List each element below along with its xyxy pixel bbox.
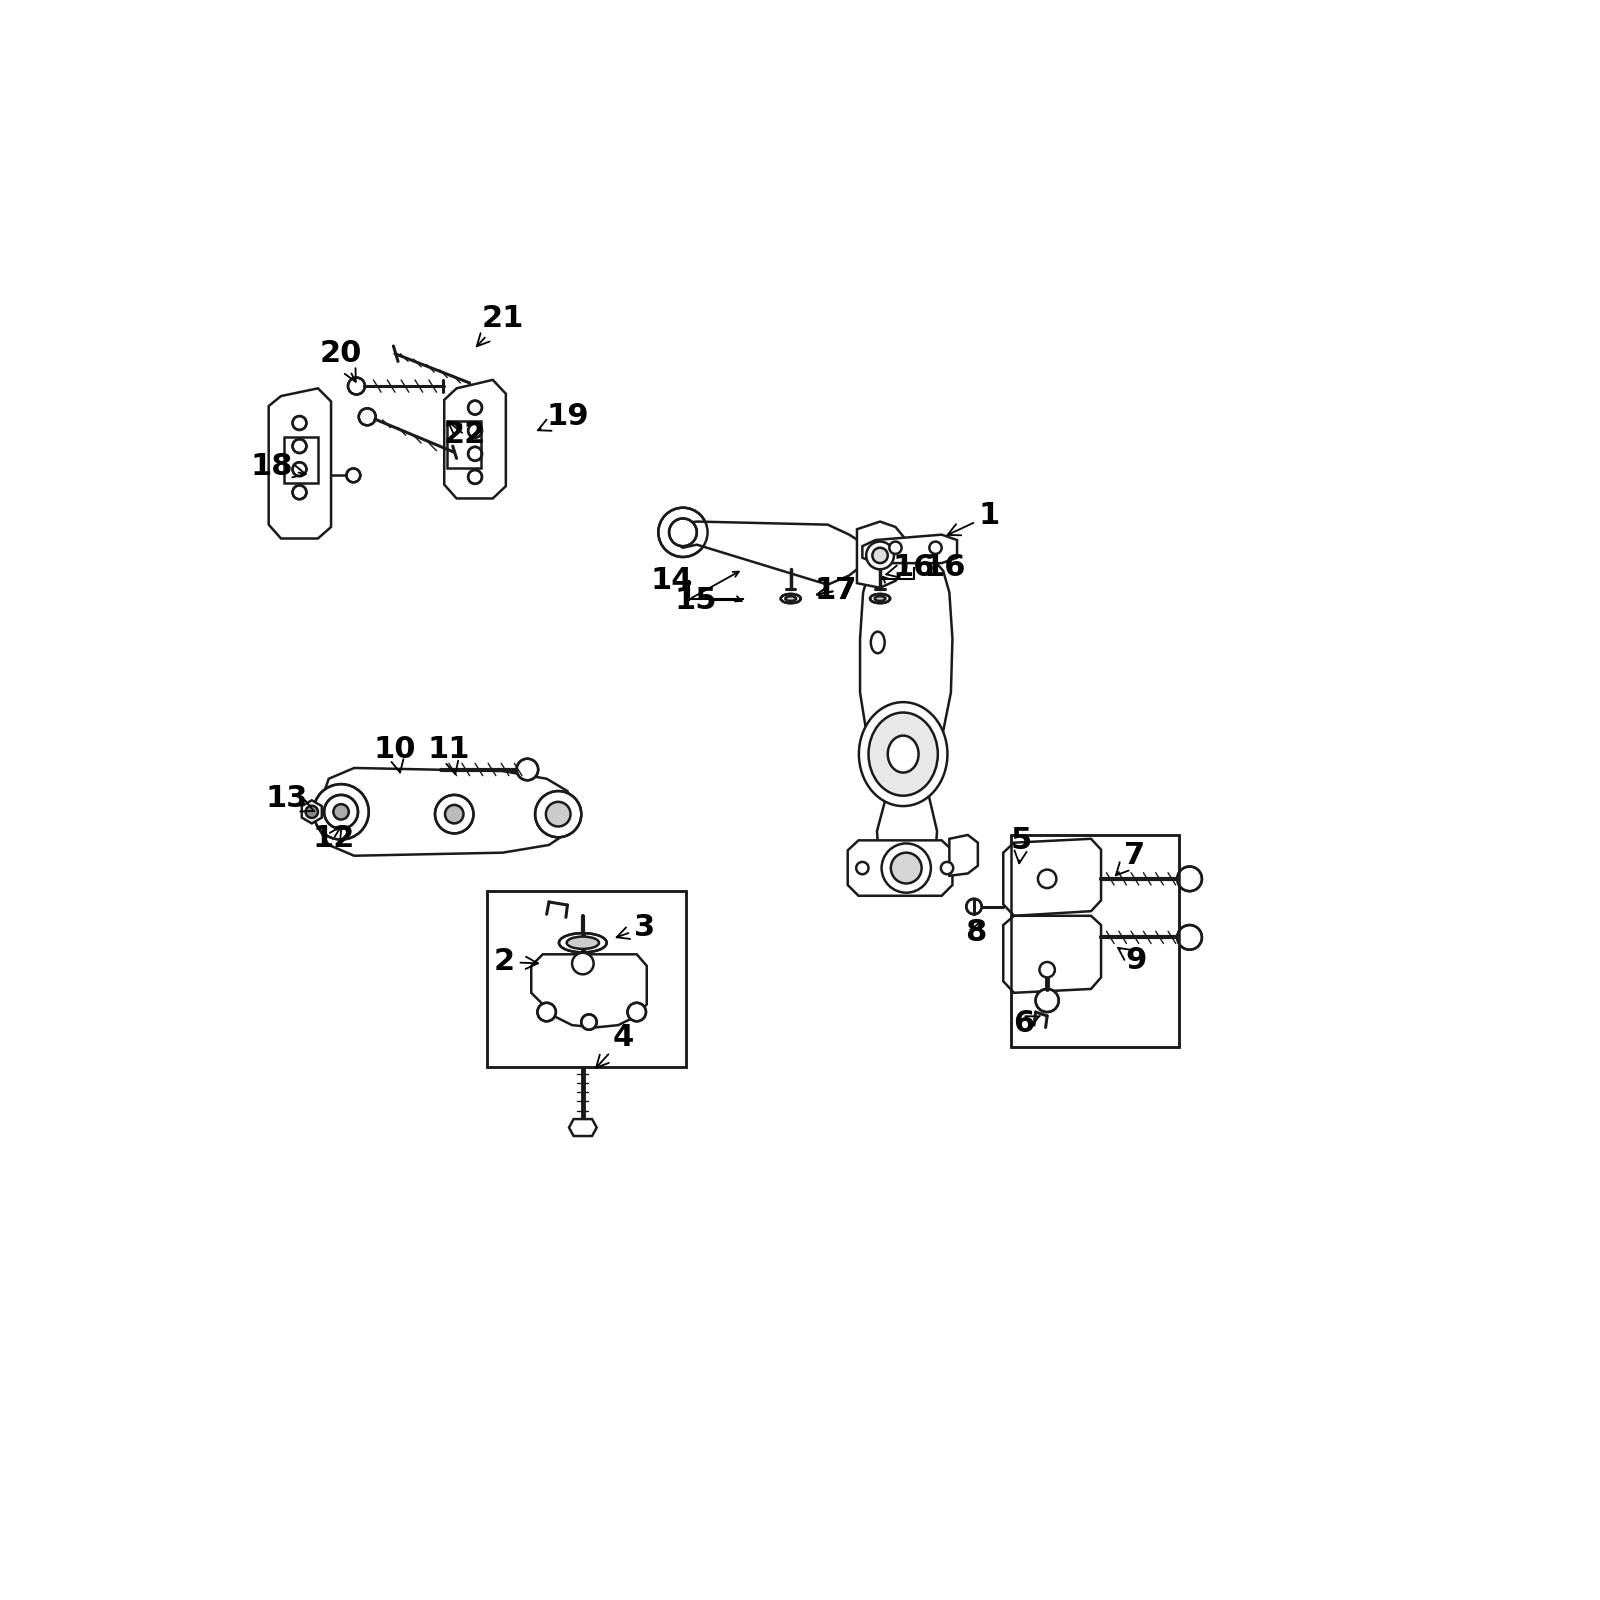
Circle shape <box>941 862 954 874</box>
Polygon shape <box>531 954 646 1027</box>
Circle shape <box>306 806 318 818</box>
Polygon shape <box>570 1118 597 1136</box>
Polygon shape <box>861 560 952 870</box>
Circle shape <box>469 400 482 414</box>
Text: 1: 1 <box>947 501 1000 536</box>
Ellipse shape <box>875 597 885 602</box>
Polygon shape <box>318 768 574 856</box>
Text: 22: 22 <box>443 421 485 450</box>
Text: 5: 5 <box>1011 826 1032 864</box>
Text: 21: 21 <box>477 304 523 346</box>
Circle shape <box>890 541 902 554</box>
Circle shape <box>891 853 922 883</box>
Ellipse shape <box>888 736 918 773</box>
Circle shape <box>1040 962 1054 978</box>
Circle shape <box>930 541 942 554</box>
Ellipse shape <box>870 632 885 653</box>
Text: 3: 3 <box>616 914 654 942</box>
Circle shape <box>1035 989 1059 1013</box>
Ellipse shape <box>558 933 606 952</box>
Circle shape <box>856 862 869 874</box>
Circle shape <box>1178 867 1202 891</box>
Text: 11: 11 <box>427 734 470 774</box>
Text: 20: 20 <box>320 339 362 382</box>
Circle shape <box>866 541 894 570</box>
Text: 8: 8 <box>965 918 986 947</box>
Circle shape <box>435 795 474 834</box>
Ellipse shape <box>859 702 947 806</box>
Circle shape <box>669 518 698 546</box>
Polygon shape <box>1003 915 1101 992</box>
Text: 16: 16 <box>886 554 934 582</box>
Polygon shape <box>269 389 331 539</box>
Text: 7: 7 <box>1115 842 1144 875</box>
Circle shape <box>581 1014 597 1030</box>
Ellipse shape <box>786 597 797 602</box>
Ellipse shape <box>870 594 890 603</box>
Polygon shape <box>848 840 952 896</box>
Circle shape <box>546 802 571 827</box>
Text: 19: 19 <box>538 402 589 432</box>
Circle shape <box>293 485 307 499</box>
Text: 15: 15 <box>674 586 717 614</box>
Text: 14: 14 <box>651 566 693 595</box>
Polygon shape <box>949 835 978 875</box>
Circle shape <box>469 470 482 483</box>
Bar <box>488 891 686 1067</box>
Circle shape <box>333 805 349 819</box>
Polygon shape <box>445 379 506 499</box>
Ellipse shape <box>781 594 800 603</box>
Text: 17: 17 <box>814 576 856 605</box>
Circle shape <box>534 790 581 837</box>
Circle shape <box>517 758 538 781</box>
Text: 6: 6 <box>1013 1010 1040 1038</box>
Circle shape <box>314 784 368 840</box>
Circle shape <box>627 1003 646 1021</box>
Ellipse shape <box>869 712 938 795</box>
Circle shape <box>538 1003 555 1021</box>
Text: 13: 13 <box>266 784 314 813</box>
Polygon shape <box>674 522 864 584</box>
Circle shape <box>966 899 982 914</box>
Bar <box>1011 835 1179 1046</box>
Text: 18: 18 <box>251 451 306 480</box>
Circle shape <box>573 952 594 974</box>
Circle shape <box>469 446 482 461</box>
Bar <box>488 891 686 1067</box>
Circle shape <box>469 424 482 438</box>
Circle shape <box>1178 925 1202 950</box>
Text: 10: 10 <box>374 734 416 773</box>
Text: 9: 9 <box>1118 946 1146 974</box>
Circle shape <box>658 507 707 557</box>
Polygon shape <box>302 800 322 824</box>
Circle shape <box>347 469 360 482</box>
Polygon shape <box>1003 838 1101 915</box>
Polygon shape <box>862 534 957 563</box>
Circle shape <box>872 547 888 563</box>
Circle shape <box>445 805 464 824</box>
Text: 16: 16 <box>923 554 966 582</box>
Ellipse shape <box>566 936 598 949</box>
Circle shape <box>358 408 376 426</box>
Circle shape <box>293 462 307 477</box>
Circle shape <box>325 795 358 829</box>
Bar <box>1011 835 1179 1046</box>
Text: 12: 12 <box>312 824 355 853</box>
Text: 2: 2 <box>494 947 538 976</box>
Polygon shape <box>858 522 906 587</box>
Text: 17: 17 <box>814 576 856 605</box>
Circle shape <box>293 438 307 453</box>
Circle shape <box>882 843 931 893</box>
Circle shape <box>347 378 365 395</box>
Circle shape <box>293 416 307 430</box>
Text: 4: 4 <box>597 1022 634 1067</box>
Circle shape <box>1038 869 1056 888</box>
